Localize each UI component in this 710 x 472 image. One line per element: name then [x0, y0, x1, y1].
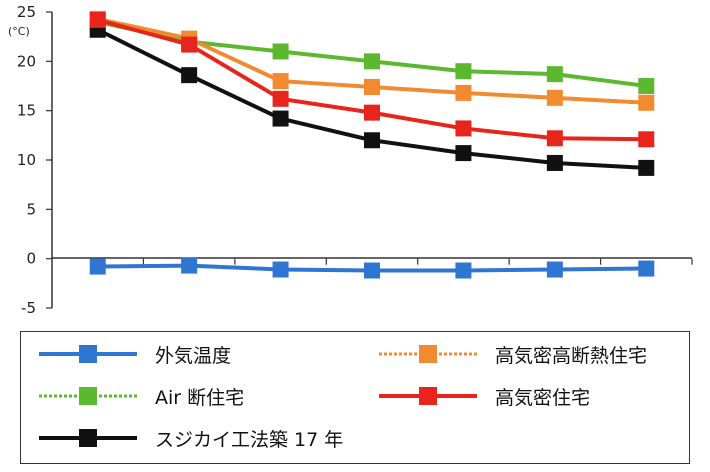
data-point	[181, 257, 198, 274]
data-point	[272, 73, 289, 90]
y-tick-label: 0	[26, 250, 36, 268]
data-point	[272, 110, 289, 127]
legend-item-braced-17-year-house: スジカイ工法築 17 年	[33, 420, 393, 456]
data-point	[272, 43, 289, 60]
legend-swatch-outdoor-temperature	[39, 345, 137, 363]
series-3	[89, 21, 655, 176]
legend-swatch-high-airtight-house	[379, 387, 477, 405]
data-point	[546, 261, 563, 278]
y-tick-label: 10	[17, 151, 36, 169]
data-point	[364, 132, 380, 149]
data-point	[455, 262, 472, 279]
data-point	[272, 261, 289, 278]
data-point	[455, 145, 472, 162]
y-tick-label: -5	[21, 299, 36, 317]
series-5	[89, 11, 655, 148]
data-point	[89, 258, 106, 275]
data-point	[546, 89, 563, 106]
data-point	[638, 78, 655, 94]
series-1	[89, 257, 655, 279]
legend-label-braced-17-year-house: スジカイ工法築 17 年	[155, 429, 344, 451]
data-point	[364, 262, 380, 279]
data-point	[181, 67, 198, 84]
legend-label-air-insulated-house: Air 断住宅	[155, 387, 245, 409]
legend-swatch-air-insulated-house	[39, 387, 137, 405]
data-point	[638, 159, 655, 176]
data-point	[364, 53, 380, 70]
data-point	[546, 66, 563, 83]
legend-label-high-airtight-insulated-house: 高気密高断熱住宅	[495, 345, 648, 367]
data-point	[364, 104, 380, 121]
y-tick-label: 25	[17, 3, 36, 21]
data-point	[455, 63, 472, 80]
data-point	[181, 36, 198, 53]
legend-item-air-insulated-house: Air 断住宅	[33, 378, 363, 414]
data-point	[638, 94, 655, 111]
legend-swatch-braced-17-year-house	[39, 429, 137, 447]
data-point	[546, 154, 563, 171]
line-chart: (°C) 25 20 15 10 5 0 -5	[8, 3, 693, 317]
legend-swatch-high-airtight-insulated-house	[379, 345, 477, 363]
legend-label-high-airtight-house: 高気密住宅	[495, 387, 591, 409]
y-tick-label: 20	[17, 52, 36, 70]
y-axis-unit-label: (°C)	[8, 25, 30, 38]
y-tick-label: 15	[17, 102, 36, 120]
data-point	[546, 130, 563, 147]
legend-label-outdoor-temperature: 外気温度	[155, 345, 232, 367]
data-point	[638, 260, 655, 277]
data-point	[364, 78, 380, 95]
data-point	[272, 90, 289, 107]
legend: 外気温度 Air 断住宅 スジカイ工法築 17 年 高気密高断熱住宅 高気密住宅	[20, 331, 690, 464]
data-point	[89, 11, 106, 28]
legend-item-outdoor-temperature: 外気温度	[33, 336, 363, 372]
legend-item-high-airtight-insulated-house: 高気密高断熱住宅	[373, 336, 683, 372]
legend-item-high-airtight-house: 高気密住宅	[373, 378, 683, 414]
data-point	[455, 84, 472, 101]
y-tick-label: 5	[26, 200, 36, 218]
data-point	[638, 131, 655, 148]
data-point	[455, 120, 472, 137]
